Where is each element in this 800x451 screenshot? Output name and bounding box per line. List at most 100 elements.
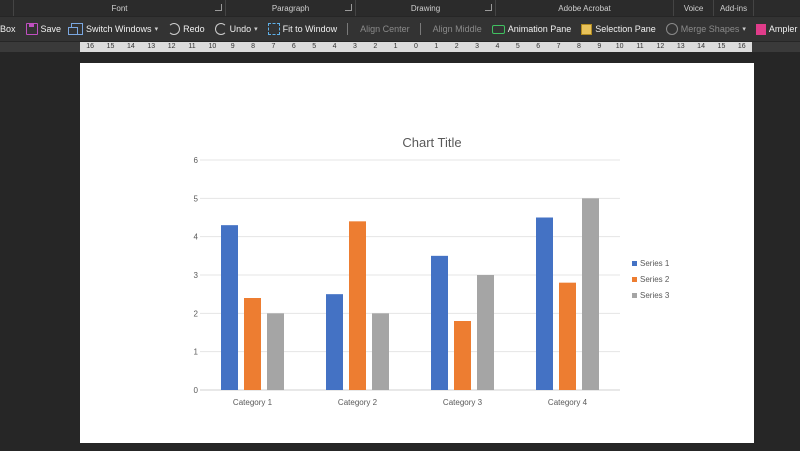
chart-gridlines [200,159,620,391]
y-tick-label: 1 [194,348,199,357]
ruler-tick-label: 0 [414,43,418,50]
switch-windows-button[interactable]: Switch Windows ▾ [66,18,163,40]
legend-label: Series 3 [640,291,670,300]
ruler-tick-label: 1 [393,43,398,50]
ruler-tick-label: 3 [352,43,357,50]
legend-label: Series 2 [640,275,670,284]
chevron-down-icon: ▾ [154,26,159,33]
group-label-add-ins: Add-ins [719,4,748,13]
ampler-label: Ampler Cha [768,24,800,34]
ruler-tick-label: 10 [208,43,217,50]
selection-pane-label: Selection Pane [595,24,656,34]
slide-canvas[interactable]: Chart Title 0 1 2 3 4 5 6 Category 1 Category 2… [80,63,754,443]
animation-pane-button[interactable]: Animation Pane [487,18,577,40]
fit-to-window-label: Fit to Window [282,24,338,34]
ruler-tick-label: 13 [676,43,685,50]
align-center-label: Align Center [360,24,410,34]
chart-bars [221,198,599,390]
text-box-button[interactable]: Box [0,18,21,40]
dialog-launcher-icon[interactable] [345,4,352,11]
ruler-tick-label: 14 [697,43,705,50]
selection-pane-icon [581,23,593,35]
bar-series-2 [559,282,576,390]
align-middle-label: Align Middle [432,24,482,34]
x-tick-label: Category 3 [443,398,483,407]
chart-title[interactable]: Chart Title [402,135,461,150]
ruler-tick-label: 4 [495,43,500,50]
ruler-tick-label: 11 [636,43,644,50]
ruler-margin-left [0,42,80,52]
dialog-launcher-icon[interactable] [215,4,222,11]
group-label-voice: Voice [683,4,704,13]
redo-button[interactable]: Redo [163,18,210,40]
x-axis-labels: Category 1 Category 2 Category 3 Category 4 [233,398,588,407]
fit-to-window-button[interactable]: Fit to Window [263,18,343,40]
ruler-tick-label: 8 [251,43,256,50]
legend-swatch [632,261,637,266]
ruler-tick-label: 16 [86,43,95,50]
animation-pane-icon [491,24,505,34]
ruler-tick-label: 9 [597,43,602,50]
selection-pane-button[interactable]: Selection Pane [576,18,661,40]
ruler-tick-label: 15 [717,43,726,50]
bar-chart[interactable]: Chart Title 0 1 2 3 4 5 6 Category 1 Category 2… [80,63,754,443]
bar-series-1 [221,225,238,390]
merge-shapes-button[interactable]: Merge Shapes ▾ [661,18,751,40]
horizontal-ruler[interactable]: 16 15 14 13 12 11 10 9 8 7 6 5 4 3 2 1 0 1 2 3 4 5 6 7 8 9 10 11 12 1… [80,42,752,52]
group-label-paragraph: Paragraph [271,4,310,13]
ruler-tick-label: 16 [737,43,746,50]
bar-series-2 [349,221,366,390]
ruler-margin-right [752,42,800,52]
undo-icon [214,23,227,35]
ruler-tick-label: 7 [556,43,561,50]
merge-shapes-label: Merge Shapes [680,24,740,34]
y-tick-label: 3 [194,271,199,280]
ruler-tick-label: 5 [312,43,317,50]
ruler-tick-label: 5 [515,43,520,50]
y-tick-label: 0 [194,386,199,395]
group-label-adobe-acrobat: Adobe Acrobat [558,4,611,13]
ruler-tick-label: 10 [615,43,624,50]
group-label-drawing: Drawing [410,4,441,13]
ruler-tick-label: 8 [576,43,581,50]
fit-to-window-icon [267,23,280,35]
ampler-charts-button[interactable]: Ampler Cha [751,18,800,40]
chevron-down-icon: ▾ [742,26,746,33]
dialog-launcher-icon[interactable] [485,4,492,11]
bar-series-3 [582,198,599,390]
chevron-down-icon[interactable]: ▾ [254,26,258,33]
ruler-tick-label: 3 [475,43,480,50]
ruler-tick-label: 7 [271,43,276,50]
x-tick-label: Category 2 [338,398,378,407]
merge-shapes-icon [665,23,678,35]
switch-windows-icon [68,23,84,35]
y-tick-label: 5 [194,194,199,203]
save-button[interactable]: Save [21,18,67,40]
ampler-icon [755,23,766,35]
y-tick-label: 2 [194,309,199,318]
ruler-tick-label: 14 [127,43,135,50]
ribbon-group-adobe-acrobat: Adobe Acrobat [496,0,674,16]
ruler-tick-label: 2 [454,43,459,50]
ruler-tick-label: 1 [434,43,439,50]
ruler-tick-label: 9 [230,43,235,50]
ruler-tick-label: 12 [167,43,176,50]
ruler-tick-label: 11 [188,43,196,50]
ribbon-group-left-spacer [0,0,14,16]
chart-legend[interactable]: Series 1 Series 2 Series 3 [632,259,670,300]
align-center-button[interactable]: Align Center [342,18,415,40]
legend-swatch [632,293,637,298]
align-middle-icon [419,23,430,35]
x-tick-label: Category 4 [548,398,588,407]
undo-button[interactable]: Undo ▾ [210,18,263,40]
save-icon [25,23,38,35]
ribbon-group-add-ins: Add-ins [714,0,754,16]
align-middle-button[interactable]: Align Middle [415,18,487,40]
ribbon-group-font: Font [14,0,226,16]
quick-access-toolbar: Box Save Switch Windows ▾ Redo Undo ▾ Fi… [0,17,800,41]
legend-swatch [632,277,637,282]
ribbon-group-paragraph: Paragraph [226,0,356,16]
bar-series-3 [372,313,389,390]
bar-series-3 [267,313,284,390]
